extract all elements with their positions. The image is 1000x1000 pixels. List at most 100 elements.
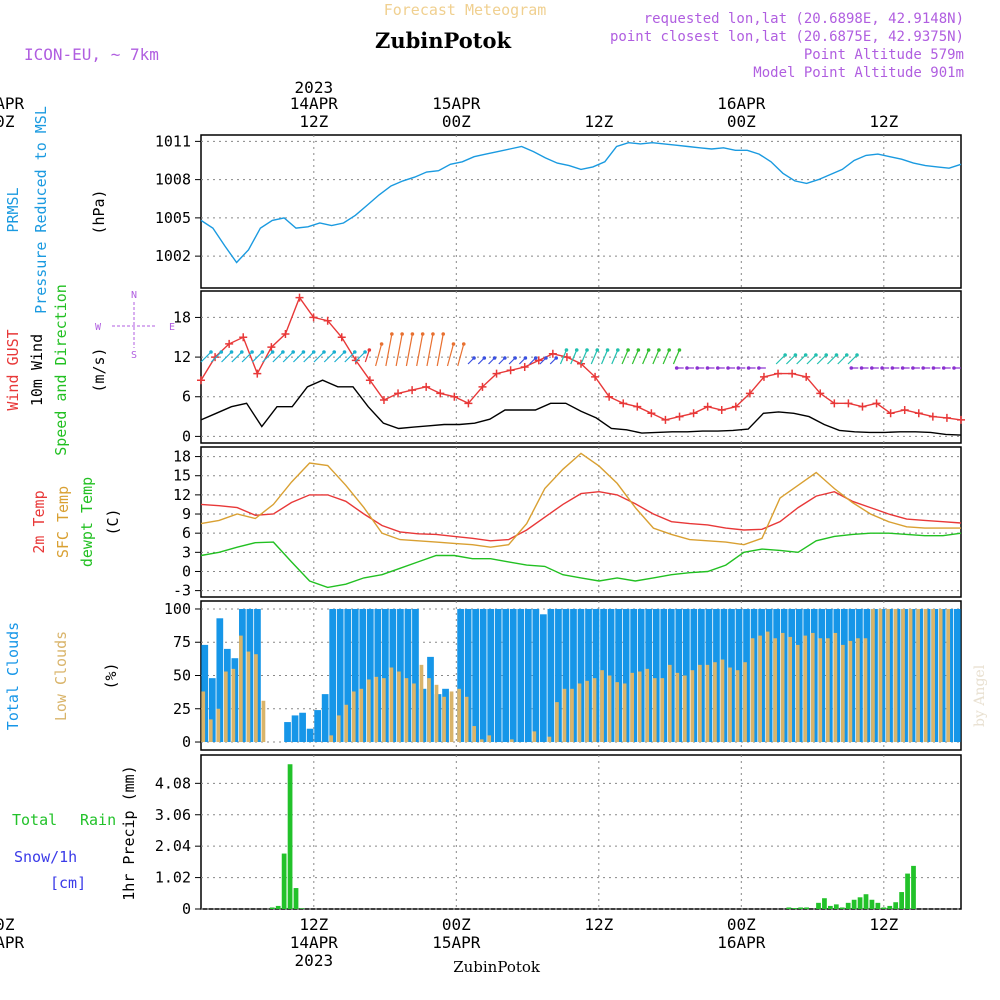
precip-bar <box>269 907 275 909</box>
low-cloud-bar <box>261 700 266 743</box>
low-cloud-bar <box>344 704 349 743</box>
bottom-hour: 00Z <box>442 915 471 934</box>
gust-marker <box>408 386 417 395</box>
low-cloud-bar <box>419 664 424 743</box>
gust-marker <box>492 369 501 378</box>
wind-arrowhead <box>554 356 558 360</box>
low-cloud-bar <box>916 608 920 743</box>
clouds-panel: 0 25 50 75 100 <box>164 600 962 751</box>
low-cloud-bar <box>923 608 928 743</box>
low-cloud-bar <box>931 608 935 743</box>
low-cloud-bar <box>246 651 251 743</box>
wind-arrowhead <box>657 348 661 352</box>
y-tick-label: 12 <box>173 348 191 366</box>
low-cloud-bar <box>592 678 597 743</box>
precip-bar <box>881 907 887 909</box>
low-cloud-bar <box>735 670 740 743</box>
low-cloud-bar <box>509 739 514 743</box>
t2m-line <box>200 490 962 542</box>
total-cloud-bar <box>502 608 510 743</box>
total-cloud-bar <box>652 608 660 743</box>
total-cloud-bar <box>351 608 359 743</box>
gust-marker <box>605 392 614 401</box>
total-cloud-bar <box>472 608 480 743</box>
low-cloud-bar <box>773 638 777 743</box>
precip-axis-label: 1hr Precip (mm) <box>120 765 138 900</box>
total-cloud-bar <box>577 608 585 743</box>
y-tick-label: 1011 <box>155 132 191 150</box>
total-cloud-bar <box>479 608 487 743</box>
gust-marker <box>703 402 712 411</box>
gust-marker <box>534 356 543 365</box>
total-cloud-bar <box>412 608 419 743</box>
low-cloud-bar <box>743 662 747 743</box>
pressure-label: PRMSL <box>4 187 22 232</box>
wind-arrowhead <box>410 332 415 336</box>
gust-marker <box>759 372 768 381</box>
wind-arrow <box>642 349 650 365</box>
panels: 1002 1005 1008 1011 PRMSL Pressure Reduced to… <box>4 106 965 918</box>
wind-arrowhead <box>726 366 730 370</box>
wind-arrowhead <box>260 350 265 354</box>
low-cloud-bar <box>908 608 913 743</box>
total-cloud-bar <box>374 608 382 743</box>
precip-bar <box>828 905 833 909</box>
wind-arrowhead <box>585 348 589 352</box>
wind-arrowhead <box>379 342 384 346</box>
wind-arrowhead <box>931 366 936 370</box>
precip-bar <box>822 898 827 909</box>
gust-marker <box>337 333 346 342</box>
gust-marker <box>872 399 881 408</box>
precip-snow-label: Snow/1h <box>14 848 77 866</box>
gust-marker <box>633 402 642 411</box>
gust-marker <box>591 372 600 381</box>
wind-dir-label: Speed and Direction <box>52 284 70 456</box>
wind-arrow <box>282 351 294 363</box>
gust-marker <box>464 399 473 408</box>
total-cloud-bar <box>615 608 622 743</box>
wind-arrowhead <box>616 348 620 352</box>
wind-unit: (m/s) <box>90 347 108 392</box>
gust-marker <box>717 405 726 414</box>
wind-arrow <box>364 349 370 363</box>
precip-bar <box>893 902 899 909</box>
wind-arrowhead <box>646 348 651 352</box>
gust-marker <box>745 389 754 398</box>
wind-arrowhead <box>544 356 548 360</box>
gust-marker <box>619 399 628 408</box>
precip-bar <box>851 899 857 909</box>
wind-arrowhead <box>834 353 839 357</box>
y-tick-label: 4.08 <box>155 774 191 792</box>
low-cloud-bar <box>698 664 702 743</box>
low-cloud-bar <box>818 638 823 743</box>
low-cloud-bar <box>254 654 258 743</box>
gust-marker <box>802 372 811 381</box>
wind-arrow <box>785 354 796 365</box>
precip-frame <box>200 754 962 910</box>
wind-arrow <box>323 351 335 363</box>
total-cloud-bar <box>359 608 367 743</box>
compass-n: N <box>131 290 137 301</box>
wind-arrowhead <box>332 350 337 354</box>
wind-arrow <box>436 333 444 367</box>
gust-marker <box>562 353 571 362</box>
low-cloud-bar <box>532 731 537 743</box>
total-cloud-bar <box>457 608 464 743</box>
y-tick-label: 0 <box>182 900 191 918</box>
total-cloud-bar <box>540 614 547 743</box>
low-cloud-bar <box>713 662 717 743</box>
low-cloud-bar <box>336 715 341 743</box>
low-cloud-bar <box>803 635 808 743</box>
y-tick-label: 6 <box>182 524 191 542</box>
total-cloud-bar <box>404 608 412 743</box>
y-tick-label: 1008 <box>155 171 191 189</box>
wind-arrow <box>426 333 434 367</box>
wind-arrowhead <box>229 350 234 354</box>
wind-arrowhead <box>921 366 925 370</box>
y-tick-label: 25 <box>173 700 191 718</box>
wind-arrow <box>570 349 578 365</box>
gust-marker <box>647 409 656 418</box>
